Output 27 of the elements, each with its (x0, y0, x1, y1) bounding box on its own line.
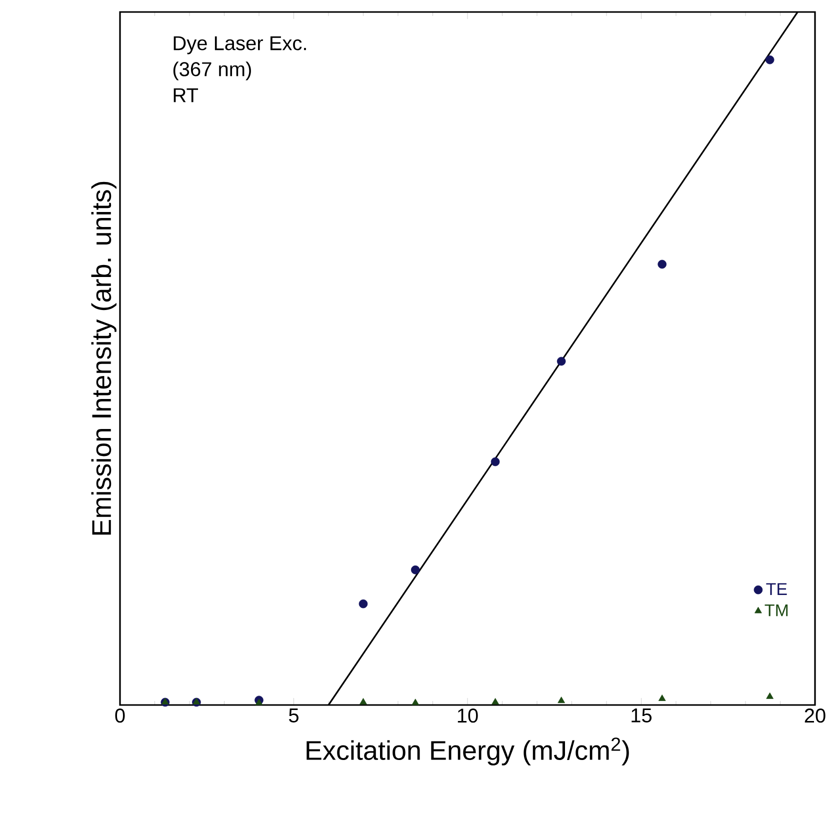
point (412, 698, 420, 706)
x-tick-label: 0 (115, 708, 125, 723)
point (492, 698, 499, 704)
point (558, 696, 565, 704)
point (358, 599, 368, 608)
annotation: (367 nm) (173, 62, 251, 80)
point (556, 356, 566, 366)
x-axis-title: Excitation Energy (mJ/cm$^{2}$) (306, 738, 629, 766)
point (410, 565, 420, 574)
point (360, 698, 367, 704)
annotation: RT (174, 88, 198, 102)
x-tick-label: 10 (458, 708, 478, 723)
point (766, 692, 774, 699)
legend-label: TM (764, 604, 788, 616)
point (490, 457, 500, 466)
legend-label: TE (766, 583, 787, 595)
x-tick-label: 5 (288, 708, 298, 722)
y-axis-title: Emission Intensity (arb. units) (91, 182, 116, 535)
point (765, 55, 774, 64)
point (192, 698, 200, 704)
x-tick-label: 20 (804, 708, 826, 723)
point (658, 260, 667, 269)
point (255, 698, 263, 706)
point (162, 698, 169, 704)
annotation: Dye Laser Exc. (174, 36, 306, 54)
point (658, 694, 666, 701)
x-tick-label: 15 (632, 708, 652, 722)
